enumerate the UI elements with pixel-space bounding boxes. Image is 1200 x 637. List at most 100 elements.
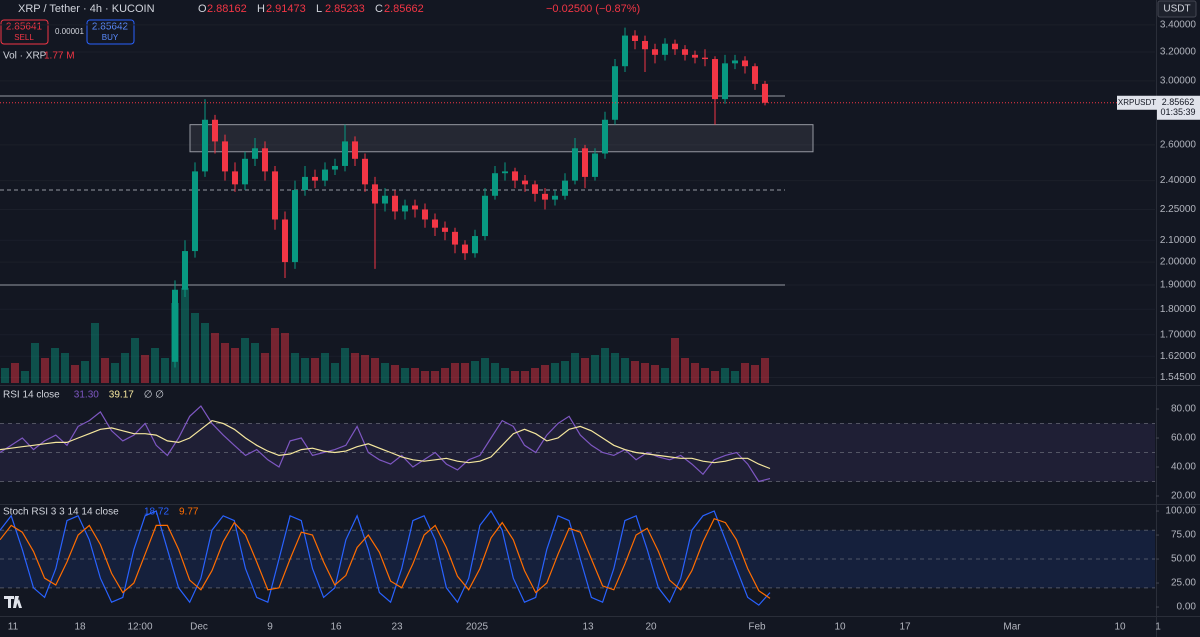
candle-body — [412, 205, 418, 210]
indicator-line — [0, 405, 771, 483]
candle-body — [562, 180, 568, 196]
volume-bar — [541, 365, 549, 383]
candle-body — [632, 35, 638, 41]
candle-body — [292, 190, 298, 263]
volume-bar — [131, 338, 139, 383]
x-tick-label: 1 — [1155, 622, 1161, 633]
volume-bar — [641, 363, 649, 383]
indicator-value: 39.17 — [109, 390, 134, 401]
volume-bar — [421, 371, 429, 383]
y-tick-label: 2.40000 — [1160, 175, 1197, 186]
spread: 0.00001 — [55, 27, 84, 36]
y-tick-label: 1.80000 — [1160, 304, 1197, 315]
y-tick-label: 2.25000 — [1160, 204, 1197, 215]
volume-bar — [391, 365, 399, 383]
x-tick-label: 11 — [8, 622, 19, 633]
price-zone — [189, 124, 814, 153]
volume-bar — [561, 361, 569, 383]
candle-body — [172, 289, 178, 362]
volume-bar — [51, 348, 59, 383]
volume-bar — [621, 358, 629, 383]
volume-bar — [761, 358, 769, 383]
candle-body — [222, 141, 228, 172]
buy-price[interactable]: 2.85642 — [92, 22, 129, 33]
volume-bar — [631, 361, 639, 383]
volume-bar — [231, 348, 239, 383]
volume-bar — [451, 363, 459, 383]
last-price-box — [1157, 95, 1200, 120]
candle-body — [232, 171, 238, 185]
y-tick-label: 25.00 — [1171, 578, 1196, 589]
volume-bar — [501, 368, 509, 383]
indicator-value: 31.30 — [74, 390, 99, 401]
volume-bar — [591, 355, 599, 383]
candle-body — [602, 119, 608, 154]
x-tick-label: 2025 — [466, 622, 489, 633]
volume-bar — [31, 343, 39, 383]
buy-label[interactable]: BUY — [102, 33, 119, 42]
indicator-title: RSI 14 close — [3, 390, 60, 401]
currency[interactable]: USDT — [1163, 4, 1190, 15]
candle-body — [732, 60, 738, 64]
candle-body — [192, 171, 198, 252]
candle-body — [652, 49, 658, 55]
sell-button[interactable] — [0, 19, 49, 45]
volume-bar — [191, 313, 199, 383]
buy-button[interactable] — [86, 19, 135, 45]
ohlc-value: 2.85233 — [325, 3, 365, 15]
volume-bar — [71, 365, 79, 383]
candle-body — [182, 251, 188, 290]
candle-body — [612, 66, 618, 120]
sell-label[interactable]: SELL — [14, 33, 34, 42]
volume-bar — [281, 333, 289, 383]
y-tick-label: 75.00 — [1171, 530, 1196, 541]
volume-bar — [241, 338, 249, 383]
volume-bar — [111, 363, 119, 383]
last-price-label: 2.85662 — [1162, 97, 1195, 107]
volume-bar — [321, 353, 329, 383]
ohlc-key: O — [198, 3, 207, 15]
candle-body — [422, 209, 428, 220]
candle-body — [432, 219, 438, 228]
x-tick-label: 13 — [582, 622, 594, 633]
x-tick-label: Feb — [748, 622, 766, 633]
y-tick-label: 1.90000 — [1160, 280, 1197, 291]
volume-bar — [201, 323, 209, 383]
candle-body — [572, 148, 578, 181]
volume-bar — [731, 371, 739, 383]
volume-bar — [91, 323, 99, 383]
x-tick-label: 9 — [267, 622, 273, 633]
volume-bar — [61, 353, 69, 383]
candle-body — [692, 54, 698, 58]
symbol-label: XRPUSDT — [1118, 98, 1156, 107]
volume-bar — [671, 338, 679, 383]
volume-bar — [551, 363, 559, 383]
ohlc-key: L — [316, 3, 322, 15]
volume-bar — [581, 358, 589, 383]
candle-body — [472, 236, 478, 254]
symbol[interactable]: XRP / Tether · 4h · KUCOIN — [18, 3, 155, 15]
candle-body — [332, 165, 338, 170]
currency-box[interactable] — [1157, 0, 1197, 18]
volume-bar — [161, 358, 169, 383]
ohlc-value: 2.91473 — [266, 3, 306, 15]
volume-bar — [291, 353, 299, 383]
change: −0.02500 (−0.87%) — [546, 3, 640, 15]
indicator-line — [0, 517, 771, 599]
y-tick-label: 2.10000 — [1160, 235, 1197, 246]
sell-price[interactable]: 2.85641 — [6, 22, 43, 33]
candle-body — [542, 193, 548, 200]
indicator-value: 18.72 — [144, 507, 169, 518]
x-tick-label: 10 — [1114, 622, 1126, 633]
y-tick-label: 20.00 — [1171, 491, 1196, 502]
volume-bar — [1, 368, 9, 383]
indicator-line — [0, 509, 771, 606]
candle-body — [712, 59, 718, 100]
countdown: 01:35:39 — [1160, 107, 1195, 117]
symbol-label-box — [1117, 95, 1157, 110]
candle-body — [512, 171, 518, 181]
y-tick-label: 1.54500 — [1160, 372, 1197, 383]
y-tick-label: 3.20000 — [1160, 47, 1197, 58]
